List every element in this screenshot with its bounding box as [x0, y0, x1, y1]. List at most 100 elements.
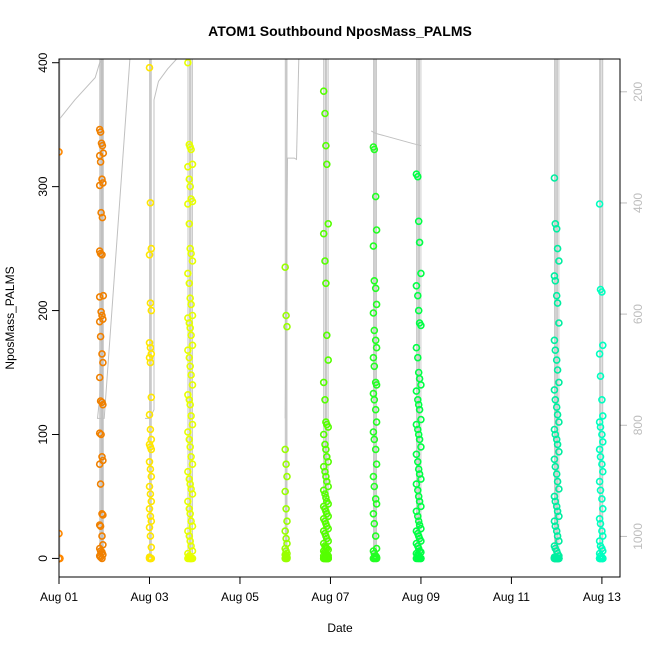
data-point: [184, 346, 192, 355]
data-point: [184, 200, 192, 208]
data-point: [550, 272, 559, 280]
data-point: [281, 527, 290, 535]
data-point: [369, 509, 378, 518]
data-point: [553, 440, 562, 449]
data-point: [598, 430, 606, 439]
data-point: [59, 148, 63, 156]
data-point: [413, 512, 422, 521]
data-point: [322, 279, 330, 288]
data-point: [147, 472, 156, 481]
data-point: [371, 405, 380, 414]
data-point: [96, 158, 105, 166]
data-point: [146, 425, 155, 434]
data-point: [555, 512, 563, 521]
data-point: [145, 457, 154, 466]
data-point: [283, 517, 291, 526]
data-point: [283, 472, 291, 481]
data-point: [415, 435, 424, 444]
data-point: [598, 412, 607, 420]
data-point: [319, 229, 328, 238]
x-tick-label: Aug 05: [221, 590, 259, 604]
data-point: [146, 532, 155, 540]
data-point: [322, 472, 330, 481]
profile-line-flight-3: [284, 59, 300, 419]
data-point: [369, 309, 378, 317]
data-point: [370, 519, 379, 528]
data-point: [417, 269, 425, 278]
data-point: [369, 353, 378, 362]
data-point: [369, 428, 378, 436]
data-point: [321, 440, 329, 449]
data-point: [372, 343, 381, 352]
data-point: [97, 430, 105, 439]
data-point: [417, 502, 425, 511]
data-point: [324, 220, 333, 228]
data-point: [370, 326, 379, 335]
data-point: [414, 517, 423, 526]
data-point: [370, 145, 379, 154]
data-point: [282, 460, 290, 469]
data-point: [552, 356, 561, 364]
data-point: [146, 465, 155, 474]
data-point: [98, 311, 106, 320]
data-point: [187, 554, 195, 563]
data-point: [370, 395, 379, 404]
data-point: [98, 350, 106, 358]
data-point: [59, 554, 63, 563]
data-point: [186, 480, 194, 488]
data-point: [145, 482, 154, 491]
data-point: [146, 512, 155, 521]
data-point: [95, 181, 104, 190]
data-point: [99, 358, 107, 367]
data-point: [555, 537, 563, 545]
data-point: [281, 487, 290, 496]
data-point: [598, 438, 607, 446]
data-point: [371, 445, 380, 454]
data-point: [145, 251, 154, 259]
data-point: [187, 249, 195, 258]
data-point: [596, 452, 605, 461]
data-point: [553, 244, 562, 253]
data-point: [96, 128, 105, 136]
data-point: [187, 412, 195, 420]
profile-line-flight-1: [59, 59, 131, 419]
data-point: [184, 59, 192, 67]
data-point: [417, 554, 425, 563]
data-point: [552, 291, 561, 300]
data-point: [370, 276, 379, 285]
data-point: [595, 445, 604, 454]
data-point: [595, 514, 604, 523]
data-point: [321, 257, 329, 265]
data-point: [413, 291, 422, 300]
data-point: [415, 238, 424, 247]
data-point: [415, 405, 424, 414]
data-point: [96, 332, 105, 341]
data-point: [553, 366, 562, 374]
data-point: [371, 192, 380, 201]
data-point: [552, 225, 561, 233]
data-point: [324, 356, 333, 364]
y-axis-label: NposMass_PALMS: [3, 266, 17, 369]
data-point: [550, 425, 559, 434]
data-point: [595, 418, 604, 426]
data-point: [186, 324, 194, 332]
data-point: [555, 319, 563, 327]
data-point: [413, 172, 422, 181]
data-point: [413, 395, 422, 404]
data-point: [146, 358, 155, 367]
data-point: [417, 381, 425, 389]
data-point: [321, 490, 329, 498]
data-point: [322, 160, 331, 169]
data-point: [186, 509, 194, 518]
data-point: [185, 175, 194, 183]
data-point: [417, 321, 425, 330]
data-point: [417, 415, 425, 424]
data-point: [186, 182, 194, 191]
x-axis-label: Date: [327, 621, 353, 635]
data-point: [596, 519, 605, 528]
data-point: [185, 319, 194, 327]
data-point: [412, 343, 421, 352]
data-point: [184, 467, 192, 476]
data-point: [187, 371, 195, 379]
